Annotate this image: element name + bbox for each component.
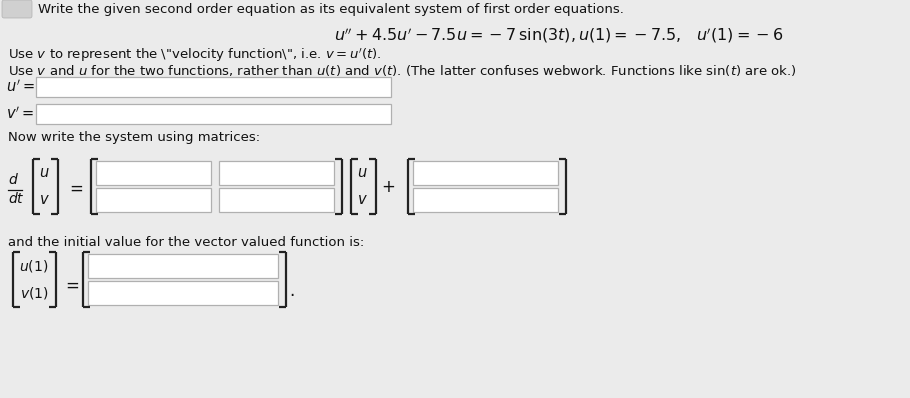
Text: $=$: $=$ xyxy=(66,179,84,197)
Text: $u' =$: $u' =$ xyxy=(6,79,35,95)
FancyBboxPatch shape xyxy=(88,281,278,305)
Text: $v(1)$: $v(1)$ xyxy=(20,285,48,301)
Text: $=$: $=$ xyxy=(62,277,79,293)
FancyBboxPatch shape xyxy=(2,0,32,18)
Text: Use $v$ and $u$ for the two functions, rather than $u(t)$ and $v(t)$. (The latte: Use $v$ and $u$ for the two functions, r… xyxy=(8,62,796,78)
Text: Write the given second order equation as its equivalent system of first order eq: Write the given second order equation as… xyxy=(38,2,624,16)
Text: $d$: $d$ xyxy=(8,172,19,187)
FancyBboxPatch shape xyxy=(96,161,211,185)
Text: $u(1) = -7.5,$: $u(1) = -7.5,$ xyxy=(579,26,682,44)
FancyBboxPatch shape xyxy=(219,188,334,212)
Text: $u(1)$: $u(1)$ xyxy=(19,258,48,274)
FancyBboxPatch shape xyxy=(88,254,278,278)
Text: Now write the system using matrices:: Now write the system using matrices: xyxy=(8,131,260,144)
Text: Use $v$ to represent the \"velocity function\", i.e. $v = u'(t)$.: Use $v$ to represent the \"velocity func… xyxy=(8,46,381,64)
FancyBboxPatch shape xyxy=(219,161,334,185)
Text: .: . xyxy=(289,282,294,300)
Text: $u'(1) = -6$: $u'(1) = -6$ xyxy=(696,25,784,45)
Text: $v$: $v$ xyxy=(357,193,368,207)
Text: $+$: $+$ xyxy=(381,179,395,197)
Text: $v' =$: $v' =$ xyxy=(6,106,34,122)
FancyBboxPatch shape xyxy=(96,188,211,212)
Text: $v$: $v$ xyxy=(38,193,49,207)
Text: $dt$: $dt$ xyxy=(8,191,25,206)
Text: $u'' + 4.5u' - 7.5u = -7\,\sin(3t),$: $u'' + 4.5u' - 7.5u = -7\,\sin(3t),$ xyxy=(334,25,576,45)
Text: $u$: $u$ xyxy=(357,166,368,180)
FancyBboxPatch shape xyxy=(36,77,391,97)
FancyBboxPatch shape xyxy=(413,188,558,212)
FancyBboxPatch shape xyxy=(36,104,391,124)
FancyBboxPatch shape xyxy=(413,161,558,185)
Text: and the initial value for the vector valued function is:: and the initial value for the vector val… xyxy=(8,236,364,250)
Text: $u$: $u$ xyxy=(39,166,49,180)
